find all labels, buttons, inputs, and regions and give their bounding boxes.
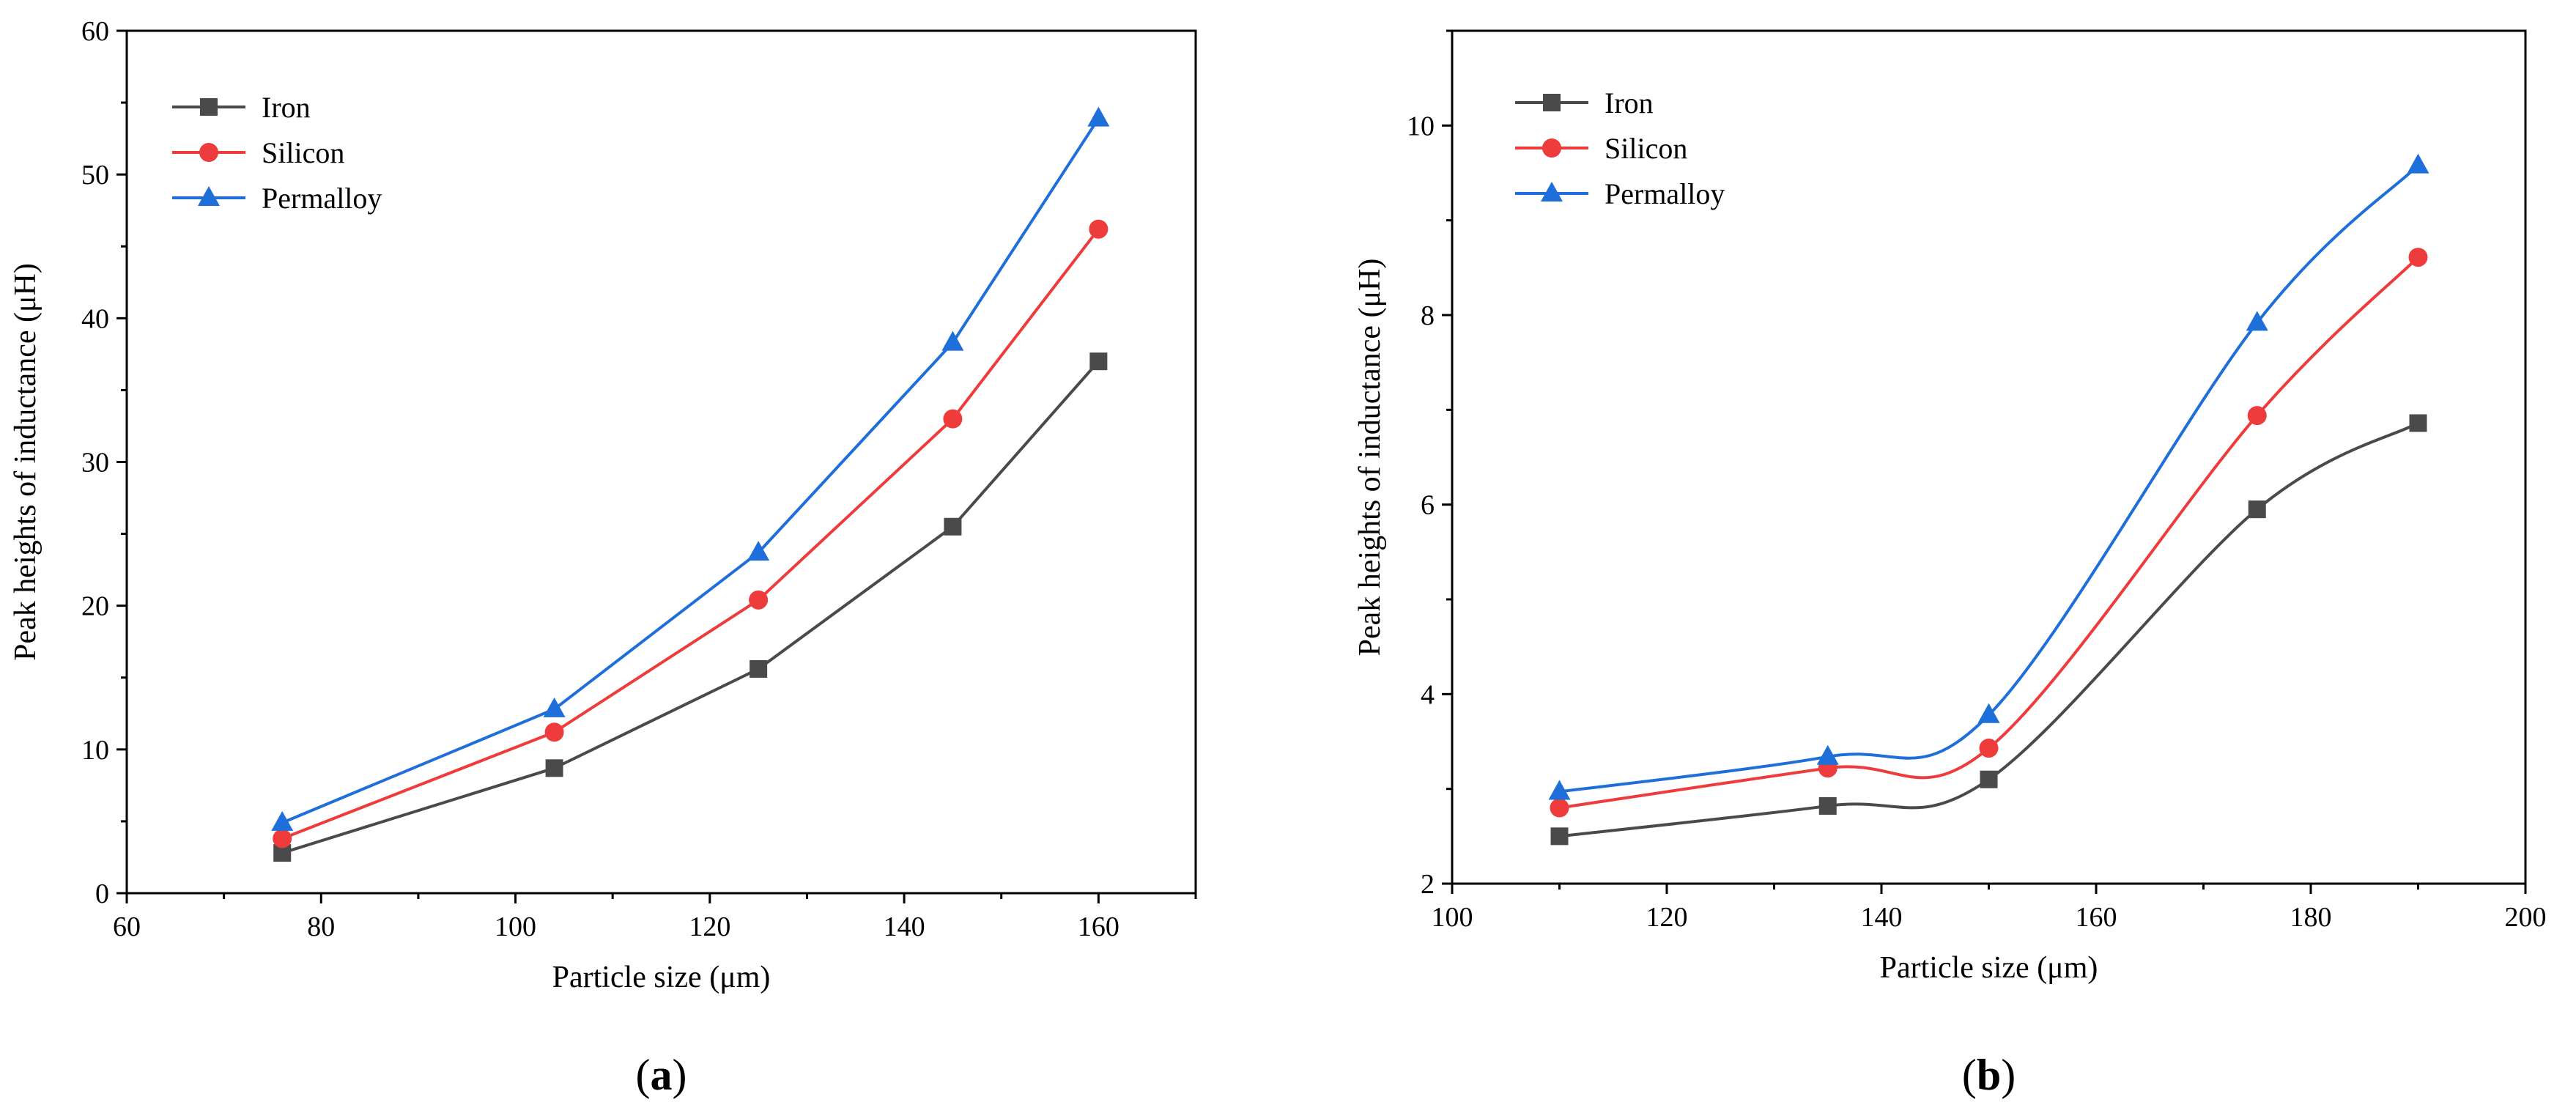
- y-tick-label: 40: [81, 303, 109, 334]
- y-tick-label: 50: [81, 160, 109, 191]
- panel-label: (b): [1962, 1051, 2016, 1099]
- chart-panel-b: 100 120 140 160 180 200 2 4 6 8 10 Particle size (μ…: [1353, 29, 2547, 1099]
- panel-label-letter: a: [651, 1051, 673, 1099]
- y-tick-label: 2: [1421, 869, 1435, 900]
- data-point-silicon: [943, 409, 963, 429]
- x-tick-label: 140: [884, 912, 925, 942]
- panel-label-close: ): [673, 1051, 687, 1099]
- y-tick-label: 10: [1407, 111, 1435, 141]
- data-point-iron: [545, 759, 563, 777]
- data-point-permalloy: [747, 541, 770, 561]
- y-tick-label: 4: [1421, 679, 1435, 710]
- series-line-silicon: [1559, 256, 2419, 810]
- y-tick-label: 60: [81, 16, 109, 47]
- data-point-iron: [1980, 770, 1998, 788]
- legend-marker: [198, 186, 220, 206]
- legend-marker: [200, 98, 218, 116]
- legend-marker: [199, 143, 218, 162]
- legend-marker: [1542, 138, 1561, 158]
- x-tick-label: 160: [2076, 902, 2117, 933]
- legend-marker: [1543, 94, 1561, 111]
- panel-label-open: (: [636, 1051, 651, 1099]
- data-point-permalloy: [1977, 703, 2000, 723]
- data-point-permalloy: [2246, 311, 2268, 331]
- data-point-permalloy: [1548, 780, 1571, 800]
- x-tick-label: 160: [1078, 912, 1119, 942]
- data-point-silicon: [273, 829, 292, 848]
- data-point-iron: [1818, 796, 1837, 815]
- data-point-permalloy: [2407, 153, 2429, 174]
- data-point-permalloy: [543, 697, 566, 717]
- x-tick-label: 100: [495, 912, 536, 942]
- data-point-permalloy: [271, 810, 294, 831]
- data-point-permalloy: [1816, 744, 1839, 765]
- y-tick-label: 20: [81, 591, 109, 622]
- series-line-iron: [281, 360, 1100, 854]
- x-tick-label: 80: [307, 912, 335, 942]
- x-tick-label: 100: [1432, 902, 1473, 933]
- data-point-silicon: [544, 722, 564, 742]
- y-axis-title: Peak heights of inductance (μH): [1353, 259, 1387, 657]
- legend-label: Permalloy: [1605, 177, 1725, 210]
- panel-label-letter: b: [1977, 1051, 2001, 1099]
- y-tick-label: 6: [1421, 490, 1435, 521]
- data-point-iron: [2409, 414, 2427, 432]
- data-point-silicon: [1550, 798, 1569, 818]
- data-point-silicon: [1979, 739, 1999, 758]
- data-point-iron: [1550, 827, 1569, 846]
- data-point-iron: [750, 659, 768, 678]
- series-line-silicon: [281, 228, 1100, 840]
- legend-marker: [1541, 182, 1563, 201]
- data-point-permalloy: [941, 330, 964, 351]
- x-tick-label: 120: [1646, 902, 1688, 933]
- data-point-silicon: [2408, 248, 2428, 267]
- x-axis-title: Particle size (μm): [1880, 951, 2098, 985]
- series-line-permalloy: [281, 117, 1100, 824]
- legend-label: Iron: [262, 91, 311, 124]
- data-point-iron: [2248, 500, 2266, 519]
- legend-label: Iron: [1605, 86, 1654, 119]
- data-point-silicon: [2247, 406, 2267, 426]
- data-point-silicon: [749, 590, 769, 610]
- legend-label: Silicon: [1605, 132, 1687, 165]
- x-tick-label: 60: [113, 912, 141, 942]
- panel-label-open: (: [1962, 1051, 1977, 1099]
- x-tick-label: 180: [2290, 902, 2332, 933]
- panel-label: (a): [636, 1051, 687, 1099]
- legend-label: Silicon: [262, 136, 344, 169]
- data-point-silicon: [1089, 219, 1109, 239]
- x-tick-label: 200: [2505, 902, 2547, 933]
- data-point-permalloy: [1087, 106, 1110, 127]
- x-tick-label: 120: [689, 912, 730, 942]
- y-tick-label: 30: [81, 448, 109, 478]
- data-point-iron: [1089, 352, 1108, 371]
- y-tick-label: 10: [81, 735, 109, 766]
- panel-label-close: ): [2001, 1051, 2016, 1099]
- chart-panel-a: 60 80 100 120 140 160 0 10 20 30 40 50 60 Particle si…: [9, 16, 1197, 1099]
- y-axis-title: Peak heights of inductance (μH): [9, 263, 42, 661]
- legend-label: Permalloy: [262, 182, 382, 215]
- x-tick-label: 140: [1861, 902, 1903, 933]
- data-point-iron: [944, 517, 962, 536]
- series-line-permalloy: [1559, 164, 2419, 794]
- x-axis-title: Particle size (μm): [552, 961, 771, 994]
- y-tick-label: 0: [95, 879, 109, 909]
- y-tick-label: 8: [1421, 300, 1435, 331]
